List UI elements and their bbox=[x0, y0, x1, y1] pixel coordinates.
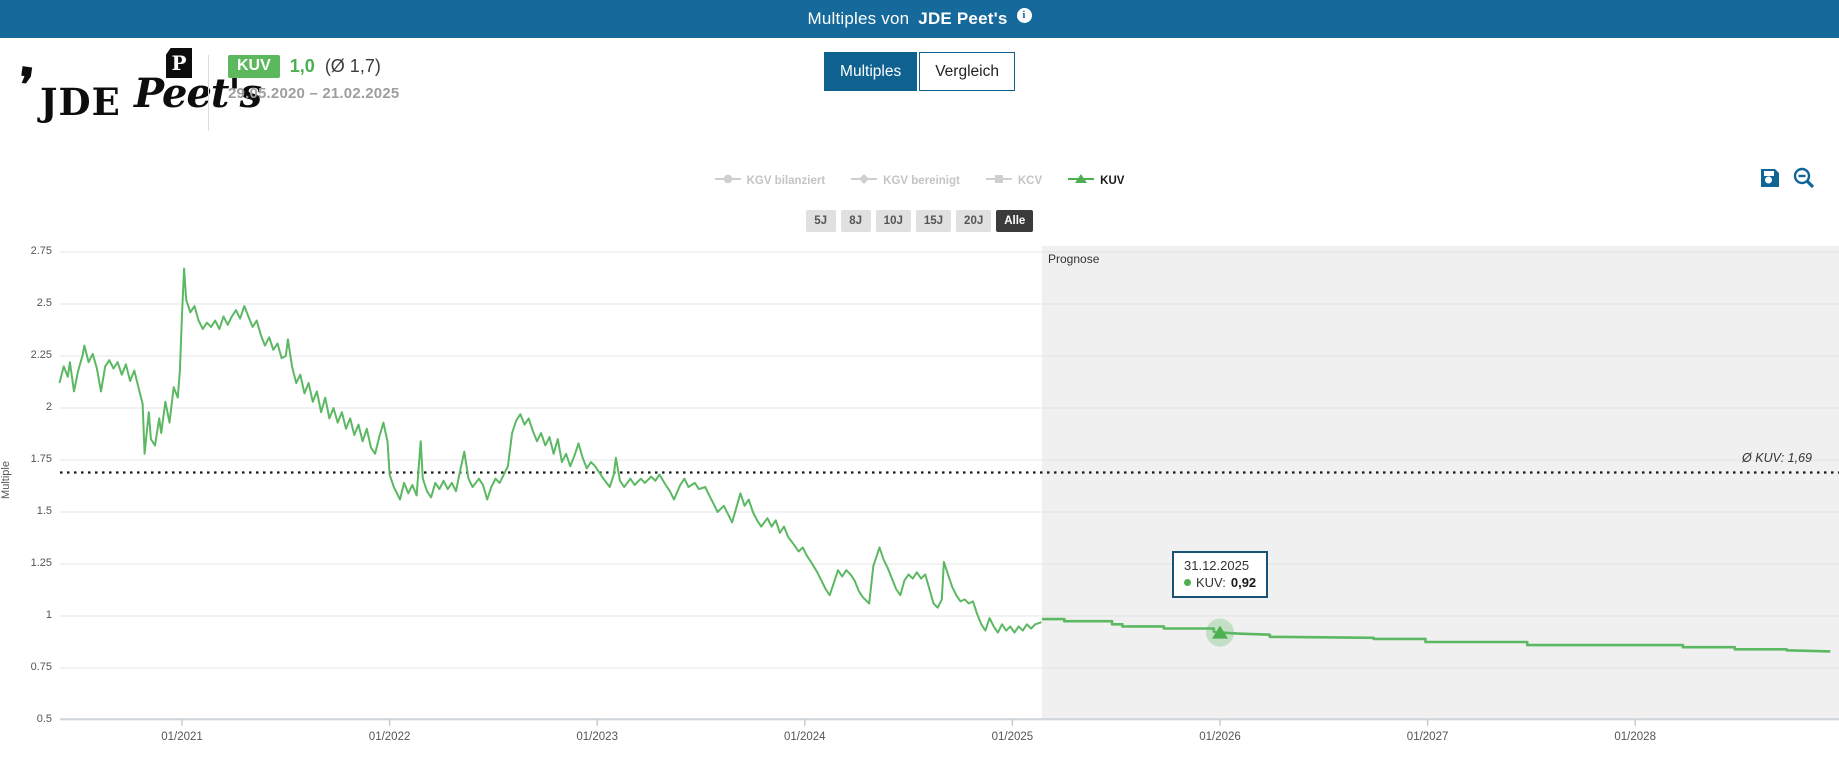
legend-item-kcv[interactable]: KCV bbox=[985, 174, 1043, 187]
header-bar: Multiples von JDE Peet's i bbox=[0, 0, 1839, 38]
square-marker-icon bbox=[985, 174, 1012, 187]
average-line-label: Ø KUV: 1,69 bbox=[1742, 451, 1812, 465]
highlight-triangle-marker bbox=[1212, 625, 1228, 639]
x-tick-label: 01/2021 bbox=[161, 731, 203, 743]
multiples-tab[interactable]: Multiples bbox=[824, 52, 918, 91]
range-button-5j[interactable]: 5J bbox=[805, 210, 836, 232]
kuv-history-line bbox=[58, 267, 1042, 634]
y-tick-label: 2.25 bbox=[30, 349, 52, 361]
legend-item-kuv[interactable]: KUV bbox=[1068, 174, 1124, 187]
y-tick-label: 1 bbox=[45, 609, 52, 621]
forecast-region bbox=[1041, 246, 1839, 719]
circle-marker-icon bbox=[714, 174, 741, 187]
logo-text-jde: JDE bbox=[40, 80, 121, 124]
y-tick-label: 2.5 bbox=[36, 297, 52, 309]
range-button-alle[interactable]: Alle bbox=[996, 210, 1034, 232]
x-tick-label: 01/2024 bbox=[784, 731, 826, 743]
x-tick-label: 01/2026 bbox=[1199, 731, 1241, 743]
y-axis-title: Multiple bbox=[0, 461, 12, 499]
range-button-20j[interactable]: 20J bbox=[956, 210, 992, 232]
metric-block: KUV 1,0 (Ø 1,7) 29.05.2020 – 21.02.2025 bbox=[228, 55, 399, 102]
page-title-prefix: Multiples von bbox=[807, 9, 910, 28]
range-button-10j[interactable]: 10J bbox=[875, 210, 911, 232]
x-tick-label: 01/2028 bbox=[1614, 731, 1656, 743]
page-title: Multiples von JDE Peet's i bbox=[807, 7, 1032, 29]
x-tick-label: 01/2023 bbox=[576, 731, 618, 743]
legend-item-kgv-bilanziert[interactable]: KGV bilanziert bbox=[714, 174, 826, 187]
x-tick-label: 01/2022 bbox=[368, 731, 411, 743]
kuv-forecast-line bbox=[1041, 617, 1831, 653]
legend-item-kgv-bereinigt[interactable]: KGV bereinigt bbox=[851, 174, 960, 187]
kuv-badge: KUV bbox=[228, 55, 280, 78]
vergleich-tab[interactable]: Vergleich bbox=[919, 52, 1015, 91]
y-tick-label: 0.5 bbox=[36, 713, 52, 725]
diamond-marker-icon bbox=[851, 174, 878, 187]
triangle-marker-icon bbox=[1068, 174, 1095, 187]
tooltip-value: 0,92 bbox=[1230, 575, 1257, 590]
y-tick-label: 1.25 bbox=[30, 557, 52, 569]
kuv-current-value: 1,0 bbox=[289, 56, 315, 76]
divider bbox=[208, 55, 209, 131]
view-toggle: Multiples Vergleich bbox=[0, 52, 1839, 91]
save-icon[interactable] bbox=[1757, 165, 1783, 191]
info-icon[interactable]: i bbox=[1016, 7, 1032, 23]
kuv-average-value: (Ø 1,7) bbox=[324, 56, 381, 76]
chart-legend: KGV bilanziert KGV bereinigt KCV KUV bbox=[0, 174, 1839, 187]
y-tick-label: 2.75 bbox=[30, 245, 52, 257]
range-button-8j[interactable]: 8J bbox=[840, 210, 871, 232]
zoom-out-icon[interactable] bbox=[1791, 165, 1817, 191]
y-tick-label: 1.75 bbox=[30, 453, 52, 465]
x-tick-label: 01/2025 bbox=[991, 731, 1034, 743]
chart-toolbar bbox=[1757, 165, 1817, 191]
forecast-label: Prognose bbox=[1048, 252, 1100, 266]
legend-label: KUV bbox=[1100, 174, 1125, 187]
range-selector: 5J 8J 10J 15J 20J Alle bbox=[0, 210, 1839, 232]
tooltip-date: 31.12.2025 bbox=[1184, 558, 1250, 573]
y-tick-label: 0.75 bbox=[30, 661, 52, 673]
page-title-company: JDE Peet's bbox=[918, 9, 1008, 28]
y-tick-label: 2 bbox=[45, 401, 52, 413]
logo-emblem: P bbox=[166, 48, 192, 78]
y-tick-label: 1.5 bbox=[36, 505, 52, 517]
series-dot-icon bbox=[1184, 579, 1191, 586]
chart-tooltip: 31.12.2025 KUV: 0,92 bbox=[1172, 551, 1269, 598]
date-range: 29.05.2020 – 21.02.2025 bbox=[228, 85, 400, 102]
legend-label: KGV bereinigt bbox=[883, 174, 960, 187]
legend-label: KCV bbox=[1017, 174, 1043, 187]
x-tick-label: 01/2027 bbox=[1406, 731, 1449, 743]
legend-label: KGV bilanziert bbox=[746, 174, 826, 187]
tooltip-series-label: KUV: bbox=[1196, 575, 1226, 590]
range-button-15j[interactable]: 15J bbox=[915, 210, 952, 232]
